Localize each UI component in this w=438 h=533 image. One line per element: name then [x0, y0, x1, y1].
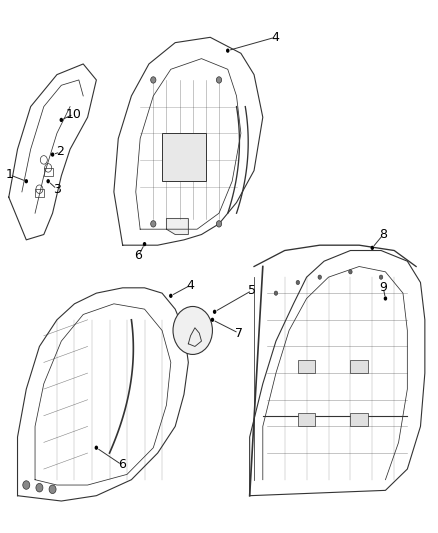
Circle shape	[384, 296, 387, 301]
Circle shape	[349, 270, 352, 274]
Text: 6: 6	[118, 458, 126, 471]
Circle shape	[95, 446, 98, 450]
Bar	[298, 413, 315, 426]
Circle shape	[379, 275, 383, 279]
Text: 9: 9	[379, 281, 387, 294]
Text: 8: 8	[379, 228, 387, 241]
Text: 5: 5	[248, 284, 256, 297]
Circle shape	[25, 179, 28, 183]
Circle shape	[226, 49, 230, 53]
Text: 2: 2	[57, 146, 64, 158]
Bar	[350, 413, 368, 426]
Circle shape	[49, 485, 56, 494]
Circle shape	[173, 306, 212, 354]
Circle shape	[60, 118, 63, 122]
Circle shape	[36, 483, 43, 492]
Circle shape	[143, 242, 146, 246]
Circle shape	[216, 221, 222, 227]
Polygon shape	[166, 219, 188, 235]
Text: 10: 10	[66, 108, 81, 120]
Circle shape	[318, 275, 321, 279]
Circle shape	[211, 318, 214, 322]
Circle shape	[213, 310, 216, 314]
Bar	[298, 360, 315, 373]
Bar	[35, 189, 44, 197]
Circle shape	[296, 280, 300, 285]
Circle shape	[169, 294, 173, 298]
Circle shape	[51, 152, 54, 157]
Bar	[350, 360, 368, 373]
Bar	[44, 168, 53, 176]
Text: 4: 4	[187, 279, 194, 292]
Text: 7: 7	[235, 327, 243, 340]
Bar	[162, 133, 206, 181]
Circle shape	[151, 77, 156, 83]
Text: 1: 1	[6, 168, 14, 181]
Text: 6: 6	[134, 249, 142, 262]
Circle shape	[151, 221, 156, 227]
Text: 4: 4	[271, 31, 279, 44]
Circle shape	[371, 246, 374, 250]
Circle shape	[46, 179, 50, 183]
Circle shape	[23, 481, 30, 489]
Text: 3: 3	[53, 183, 61, 196]
Circle shape	[216, 77, 222, 83]
Circle shape	[274, 291, 278, 295]
